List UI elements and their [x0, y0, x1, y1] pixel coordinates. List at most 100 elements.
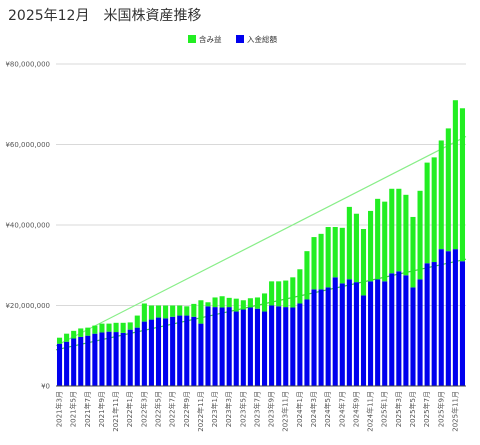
- x-tick-label: 2023年5月: [238, 391, 247, 427]
- bar-gain: [297, 269, 303, 304]
- bar-gain: [445, 128, 451, 252]
- x-tick-label: 2022年5月: [154, 391, 163, 427]
- bar-gain: [389, 188, 395, 274]
- bar-gain: [304, 251, 310, 300]
- bar-deposit: [134, 327, 140, 386]
- x-tick-label: 2021年3月: [55, 391, 64, 427]
- x-tick-label: 2024年5月: [323, 391, 332, 427]
- bar-gain: [346, 206, 352, 280]
- y-axis-ticks: ¥0 ¥20,000,000 ¥40,000,000 ¥60,000,000 ¥80,0…: [5, 61, 50, 391]
- bar-gain: [219, 296, 225, 308]
- bar-deposit: [170, 316, 176, 386]
- bar-deposit: [368, 281, 374, 386]
- x-tick-label: 2022年3月: [139, 391, 148, 427]
- bar-deposit: [382, 281, 388, 386]
- bar-gain: [92, 325, 98, 334]
- x-tick-label: 2022年11月: [196, 391, 205, 432]
- bar-gain: [155, 305, 162, 318]
- bar-deposit: [233, 311, 239, 386]
- bar-gain: [360, 229, 367, 296]
- bar-gain: [438, 140, 444, 250]
- bar-gain: [163, 305, 169, 319]
- bar-deposit: [417, 279, 423, 386]
- bar-gain: [261, 293, 268, 312]
- bar-deposit: [459, 261, 466, 386]
- bar-gain: [78, 328, 84, 337]
- x-tick-label: 2022年1月: [125, 391, 134, 427]
- bar-gain: [283, 280, 289, 308]
- bar-deposit: [452, 249, 458, 386]
- bar-deposit: [375, 279, 381, 386]
- bar-gain: [134, 315, 140, 328]
- bar-gain: [318, 233, 324, 290]
- legend-label-deposit: 入金総額: [247, 34, 277, 44]
- bar-deposit: [389, 273, 395, 386]
- bar-deposit: [353, 282, 359, 386]
- bar-deposit: [212, 307, 218, 386]
- x-tick-label: 2025年11月: [450, 391, 459, 432]
- bar-gain: [170, 305, 176, 317]
- bar-deposit: [332, 277, 338, 386]
- x-tick-label: 2023年11月: [281, 391, 290, 432]
- bar-deposit: [141, 321, 147, 386]
- legend[interactable]: 含み益 入金総額: [188, 34, 277, 44]
- bar-gain: [71, 330, 77, 339]
- y-tick-label: ¥20,000,000: [5, 302, 50, 310]
- x-tick-label: 2023年3月: [224, 391, 233, 427]
- bar-deposit: [226, 307, 232, 386]
- x-tick-label: 2023年1月: [210, 391, 219, 427]
- bar-gain: [452, 100, 458, 250]
- chart-title: 2025年12月 米国株資産推移: [8, 8, 202, 24]
- bars: [56, 100, 466, 386]
- x-tick-label: 2025年7月: [422, 391, 431, 427]
- bar-gain: [233, 298, 239, 312]
- bar-deposit: [99, 332, 105, 386]
- bar-deposit: [431, 262, 437, 386]
- bar-deposit: [403, 275, 409, 386]
- x-tick-label: 2021年9月: [97, 391, 106, 427]
- x-tick-label: 2021年5月: [69, 391, 78, 427]
- bar-deposit: [85, 335, 91, 386]
- bar-deposit: [438, 249, 444, 386]
- bar-gain: [99, 323, 105, 333]
- bar-deposit: [71, 338, 77, 386]
- bar-gain: [410, 216, 416, 288]
- x-tick-label: 2025年5月: [408, 391, 417, 427]
- x-tick-label: 2023年9月: [267, 391, 276, 427]
- bar-deposit: [205, 306, 211, 386]
- bar-deposit: [163, 318, 169, 386]
- bar-gain: [177, 305, 183, 316]
- bar-deposit: [198, 323, 204, 386]
- x-tick-label: 2023年7月: [252, 391, 261, 427]
- bar-gain: [191, 303, 197, 317]
- bar-deposit: [290, 307, 296, 386]
- bar-deposit: [219, 307, 225, 386]
- x-tick-label: 2021年7月: [83, 391, 92, 427]
- bar-deposit: [64, 341, 70, 386]
- y-tick-label: ¥80,000,000: [5, 61, 50, 69]
- legend-label-gain: 含み益: [199, 34, 222, 44]
- x-tick-label: 2024年1月: [295, 391, 304, 427]
- x-tick-label: 2024年11月: [366, 391, 375, 432]
- legend-swatch-deposit: [236, 35, 244, 43]
- x-tick-label: 2025年1月: [380, 391, 389, 427]
- bar-gain: [106, 323, 112, 332]
- bar-gain: [113, 322, 119, 333]
- bar-deposit: [78, 336, 84, 386]
- bar-gain: [254, 297, 261, 309]
- x-tick-label: 2024年7月: [337, 391, 346, 427]
- y-tick-label: ¥40,000,000: [5, 222, 50, 230]
- x-axis-ticks: 2021年3月 2021年5月 2021年7月 2021年9月 2021年11月 2022…: [55, 391, 460, 432]
- bar-gain: [212, 297, 218, 308]
- bar-deposit: [127, 329, 133, 386]
- bar-gain: [148, 305, 154, 320]
- bar-gain: [311, 237, 317, 290]
- bar-gain: [339, 227, 345, 284]
- bar-gain: [276, 281, 282, 307]
- bar-gain: [417, 190, 423, 280]
- bar-deposit: [297, 303, 303, 386]
- bar-gain: [240, 300, 246, 310]
- bar-gain: [141, 303, 147, 322]
- bar-gain: [353, 213, 359, 283]
- bar-gain: [56, 337, 63, 344]
